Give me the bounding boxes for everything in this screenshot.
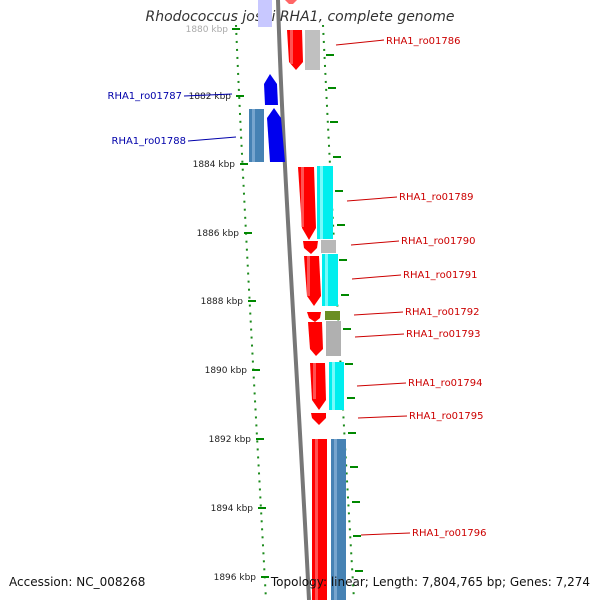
leader-line [187,136,237,142]
gene-label[interactable]: RHA1_ro01793 [406,329,481,340]
tick-label: 1882 kbp [189,92,232,102]
tick-label: 1890 kbp [205,366,248,376]
tick-label: 1896 kbp [214,573,257,583]
tick-label: 1884 kbp [193,160,236,170]
gene-label[interactable]: RHA1_ro01788 [112,136,187,147]
gene-labels: RHA1_ro01786 RHA1_ro01787 RHA1_ro01788 R… [108,36,487,539]
gene-label[interactable]: RHA1_ro01786 [386,36,461,47]
gene-label[interactable]: RHA1_ro01794 [408,378,483,389]
scale-dots-right [322,24,355,600]
tick-label: 1880 kbp [186,25,229,35]
gene-arrow-ro01789[interactable] [298,167,316,240]
gene-arrow-ro01794[interactable] [310,363,326,410]
leader-line [351,274,402,280]
tick-marks [232,28,363,578]
genome-summary-text: Topology: linear; Length: 7,804,765 bp; … [270,575,590,589]
sheen [307,256,310,296]
leader-line [360,532,411,536]
leader-line [350,240,400,246]
gene-label[interactable]: RHA1_ro01795 [409,411,484,422]
gene-feature-gray[interactable] [321,240,336,253]
gene-feature-olive[interactable] [325,311,340,320]
sheen [332,362,335,410]
sheen [301,167,304,227]
gene-arrow-ro01786[interactable] [287,30,303,70]
accession-text: Accession: NC_008268 [9,575,146,589]
leader-line [183,93,233,97]
gene-feature-steelblue[interactable] [249,109,264,162]
sheen [313,363,316,399]
leader-line [356,382,407,387]
gene-features [249,0,346,600]
sheen [334,439,337,600]
gene-feature-gray[interactable] [326,321,341,356]
gene-label[interactable]: RHA1_ro01790 [401,236,476,247]
tick-label: 1894 kbp [211,504,254,514]
gene-arrow-ro01787[interactable] [264,74,278,105]
sheen [320,166,323,239]
tick-label: 1888 kbp [201,297,244,307]
gene-label[interactable]: RHA1_ro01791 [403,270,478,281]
leader-line [354,333,405,338]
sheen [315,439,318,600]
gene-arrow-ro01788[interactable] [267,108,285,162]
leader-line [353,311,404,316]
sheen [290,30,293,64]
tick-labels: 1880 kbp 1882 kbp 1884 kbp 1886 kbp 1888… [186,25,257,583]
leader-line [335,39,385,46]
gene-feature-cyan[interactable] [322,254,338,306]
gene-feature-cyan[interactable] [329,362,344,410]
label-leaders [183,39,411,536]
gene-feature-gray[interactable] [305,30,320,70]
leader-line [357,415,408,419]
leader-line [346,196,398,202]
gene-arrow-ro01790[interactable] [303,241,318,254]
gene-feature[interactable] [285,0,297,4]
gene-feature-cyan[interactable] [317,166,333,239]
scale-dots-left [235,24,267,600]
gene-label[interactable]: RHA1_ro01789 [399,192,474,203]
genome-title: Rhodococcus jostii RHA1, complete genome [145,9,455,25]
tick-label: 1892 kbp [209,435,252,445]
gene-arrow-ro01792[interactable] [307,312,321,322]
gene-arrow-ro01793[interactable] [308,322,323,356]
gene-feature[interactable] [258,0,272,27]
sheen [325,254,328,306]
gene-label[interactable]: RHA1_ro01787 [108,91,183,102]
genome-backbone [276,0,311,600]
tick-label: 1886 kbp [197,229,240,239]
gene-arrow-ro01791[interactable] [304,256,321,306]
gene-arrow-ro01795[interactable] [311,413,326,425]
gene-label[interactable]: RHA1_ro01792 [405,307,480,318]
gene-label[interactable]: RHA1_ro01796 [412,528,487,539]
sheen [252,109,255,162]
